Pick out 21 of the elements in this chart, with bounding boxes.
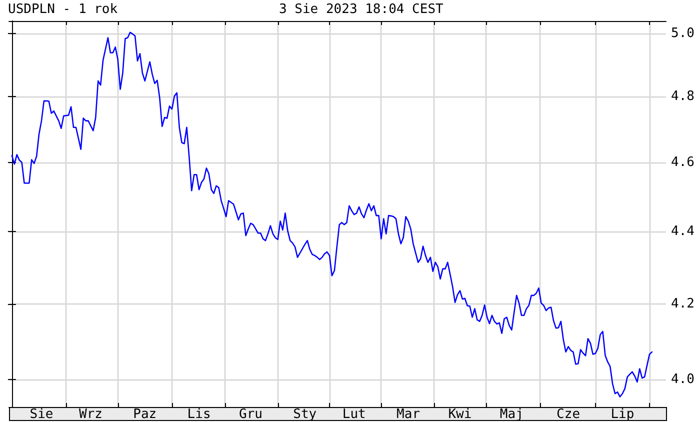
y-tick-label: 4.6 [671, 155, 694, 170]
chart-title: USDPLN - 1 rok [8, 2, 118, 17]
x-tick-label: Wrz [78, 407, 102, 422]
x-tick-label: Gru [238, 407, 262, 422]
x-tick-label: Maj [500, 407, 524, 422]
x-tick-label: Lut [342, 407, 366, 422]
x-tick-label: Lip [610, 407, 634, 422]
x-tick-label: Sie [30, 407, 54, 422]
y-tick-label: 4.4 [671, 224, 695, 240]
x-tick-label: Cze [556, 407, 580, 422]
x-tick-label: Sty [293, 407, 317, 422]
y-tick-label: 5.0 [671, 26, 694, 41]
chart-subtitle: 3 Sie 2023 18:04 CEST [279, 2, 444, 17]
y-tick-label: 4.0 [671, 372, 694, 388]
y-tick-label: 4.8 [671, 89, 694, 104]
x-tick-label: Kwi [448, 407, 472, 422]
y-tick-label: 4.2 [671, 296, 694, 312]
x-tick-label: Paz [133, 407, 157, 422]
line-series [11, 32, 653, 398]
x-tick-label: Mar [396, 407, 420, 422]
x-tick-label: Lis [187, 407, 211, 422]
